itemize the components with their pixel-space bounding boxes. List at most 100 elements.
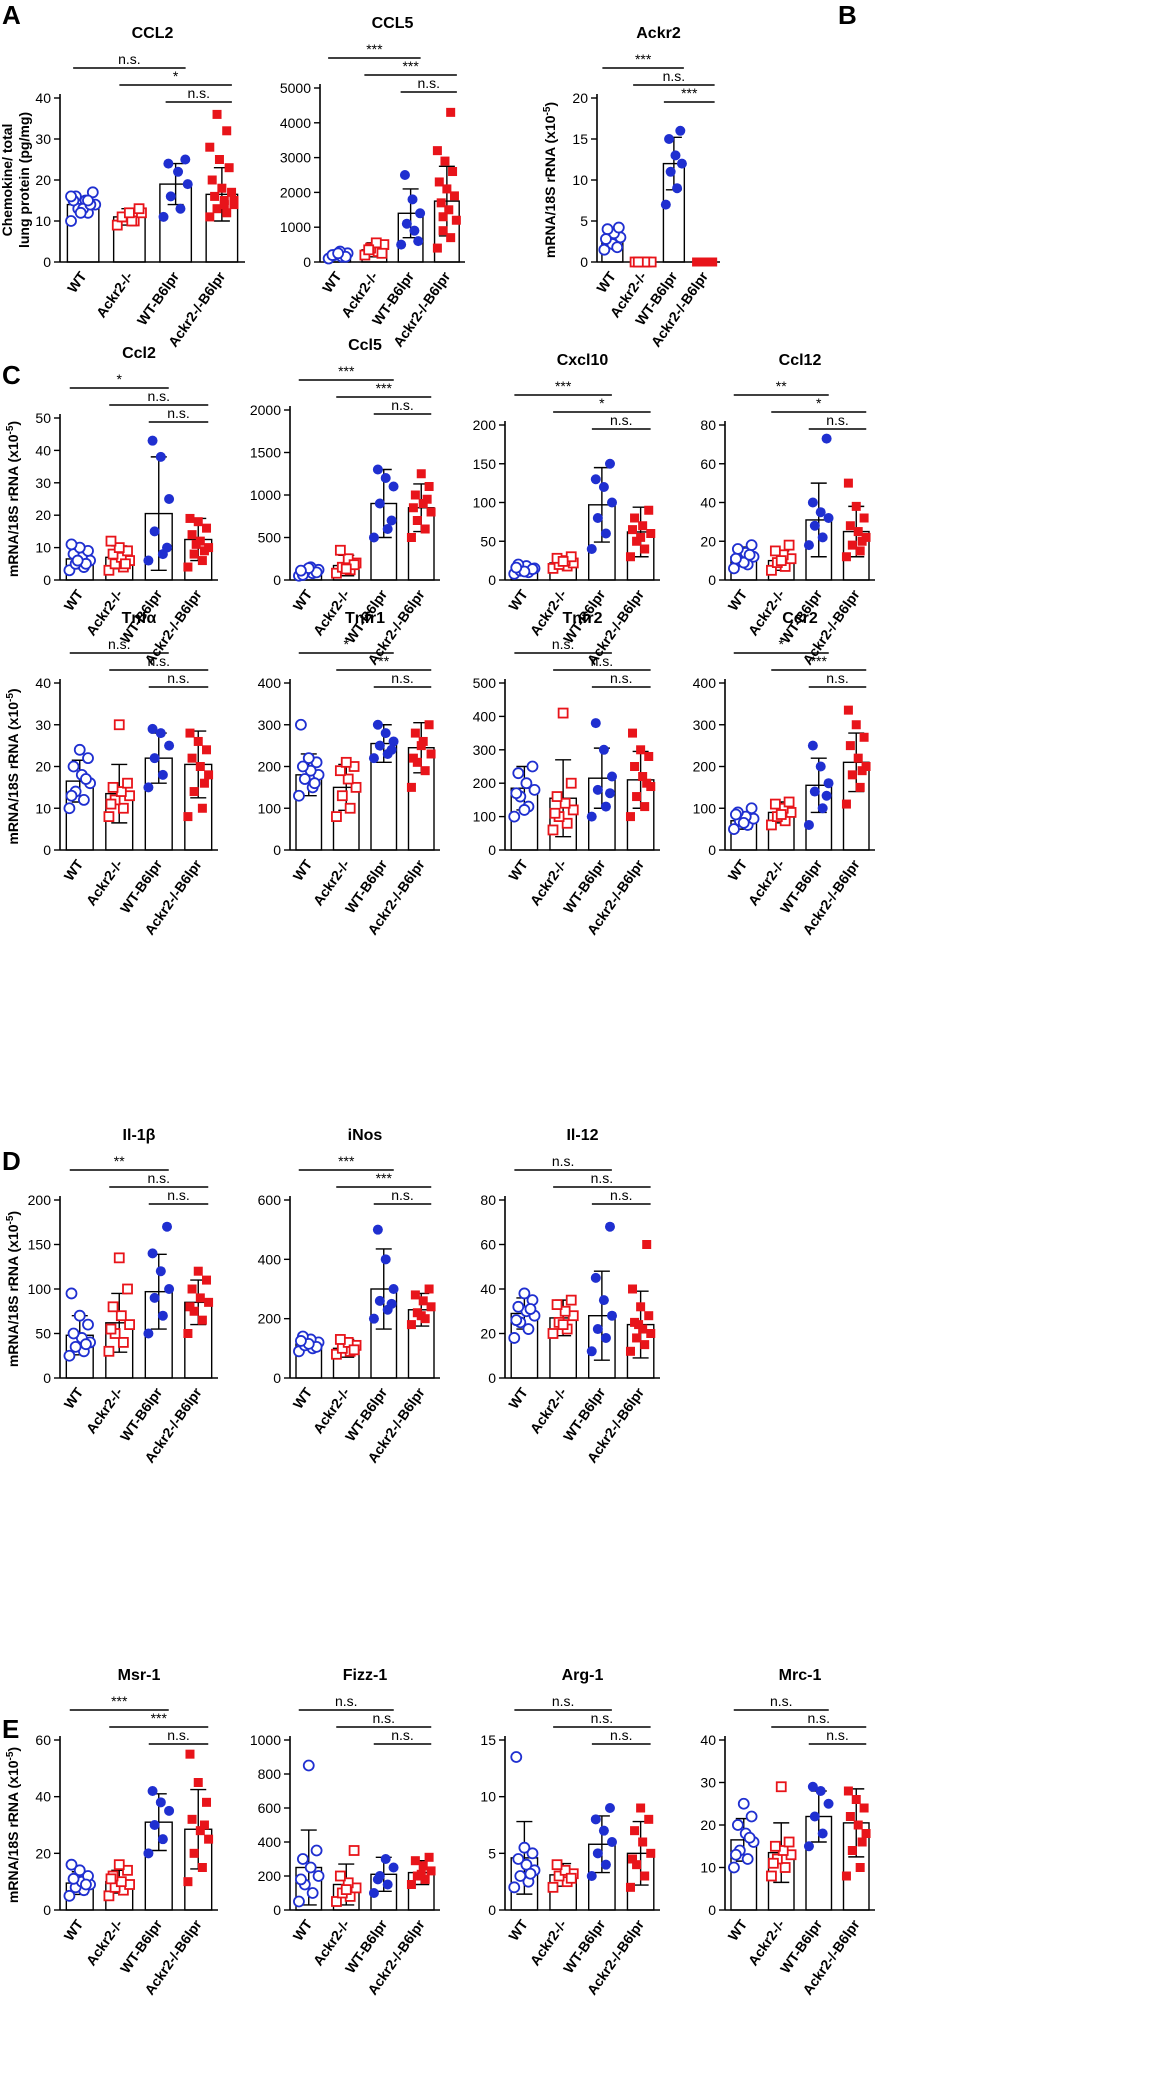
y-tick-label: 400 <box>693 675 717 691</box>
data-point <box>155 728 166 739</box>
chart-tnfa: Tnfα 0 10 20 30 40 mRNA/18S rRNA (x10-5) WTAckr… <box>5 610 218 938</box>
data-point <box>424 1284 434 1294</box>
data-point <box>426 1302 436 1312</box>
data-point <box>611 241 624 254</box>
significance-label: ** <box>114 1153 125 1169</box>
data-point <box>841 552 851 562</box>
data-point <box>845 521 855 531</box>
chart-title: CCL2 <box>132 25 174 42</box>
data-point <box>565 1294 577 1306</box>
data-point <box>204 1834 214 1844</box>
data-point <box>821 790 832 801</box>
data-point <box>559 797 571 809</box>
data-point <box>803 540 814 551</box>
significance-label: n.s. <box>391 397 414 413</box>
data-point <box>731 543 744 555</box>
data-point <box>766 564 777 576</box>
data-point <box>559 1864 571 1876</box>
data-point <box>522 1323 535 1335</box>
data-point <box>857 766 867 776</box>
data-point <box>147 723 158 734</box>
data-point <box>193 517 203 527</box>
data-point <box>73 1309 86 1322</box>
data-point <box>340 756 352 768</box>
x-tick-label: WT <box>290 1384 316 1411</box>
data-point <box>636 1302 646 1312</box>
data-point <box>853 753 863 763</box>
data-point <box>847 540 857 550</box>
data-point <box>158 211 169 222</box>
data-point <box>348 1344 360 1356</box>
data-point <box>779 1862 791 1873</box>
x-tick-label: WT <box>290 1916 316 1943</box>
y-tick-label: 10 <box>480 1789 496 1805</box>
data-point <box>157 769 168 780</box>
data-point <box>202 1797 212 1807</box>
y-tick-label: 300 <box>258 717 282 733</box>
data-point <box>451 215 461 225</box>
data-point <box>222 126 232 136</box>
data-point <box>408 753 418 763</box>
data-point <box>845 1812 855 1821</box>
data-point <box>817 803 828 814</box>
significance-label: n.s. <box>167 405 190 421</box>
data-point <box>642 778 652 788</box>
data-point <box>551 1299 563 1310</box>
data-point <box>565 777 577 789</box>
data-point <box>857 536 867 546</box>
significance-label: * <box>344 636 350 652</box>
data-point <box>302 752 315 765</box>
y-tick-label: 600 <box>258 1192 282 1208</box>
data-point <box>410 1856 420 1866</box>
y-tick-label: 5 <box>580 213 588 229</box>
data-point <box>185 1302 195 1312</box>
x-tick-label: Ackr2-/- <box>83 1916 126 1968</box>
data-point <box>69 1340 82 1353</box>
data-point <box>149 526 160 537</box>
data-point <box>598 744 609 755</box>
data-point <box>147 435 158 446</box>
significance-label: *** <box>681 85 698 101</box>
data-point <box>149 1820 160 1830</box>
significance-label: n.s. <box>610 670 633 686</box>
data-point <box>823 513 834 523</box>
data-point <box>592 1324 603 1335</box>
data-point <box>412 516 422 525</box>
data-point <box>851 501 861 511</box>
data-point <box>857 1837 867 1847</box>
data-point <box>592 1848 603 1859</box>
data-point <box>737 1797 750 1810</box>
panel-letter-c: C <box>2 360 21 390</box>
data-point <box>416 1311 426 1321</box>
y-tick-label: 20 <box>35 507 51 523</box>
y-tick-label: 0 <box>273 842 281 858</box>
data-point <box>424 1852 434 1862</box>
data-point <box>520 777 533 790</box>
data-point <box>376 247 388 259</box>
data-point <box>406 1320 416 1330</box>
data-point <box>730 808 742 821</box>
data-point <box>640 802 650 812</box>
data-point <box>508 810 521 823</box>
data-point <box>625 1882 635 1892</box>
data-point <box>638 1837 648 1847</box>
chart-title: Ccr2 <box>782 610 818 627</box>
significance-label: ** <box>378 653 389 669</box>
data-point <box>227 187 237 197</box>
panel-letter-a: A <box>2 0 21 30</box>
data-point <box>524 1303 537 1315</box>
data-point <box>664 134 675 144</box>
data-point <box>149 753 160 764</box>
data-point <box>370 237 382 249</box>
y-tick-label: 40 <box>35 675 51 691</box>
data-point <box>380 728 391 739</box>
data-point <box>807 1781 818 1792</box>
y-tick-label: 80 <box>700 417 716 433</box>
y-tick-label: 50 <box>35 1326 51 1342</box>
data-point <box>853 1820 863 1830</box>
data-point <box>195 1293 205 1303</box>
data-point <box>202 1275 212 1285</box>
data-point <box>590 474 601 485</box>
x-tick-label: WT <box>725 1916 751 1943</box>
data-point <box>628 1284 638 1294</box>
